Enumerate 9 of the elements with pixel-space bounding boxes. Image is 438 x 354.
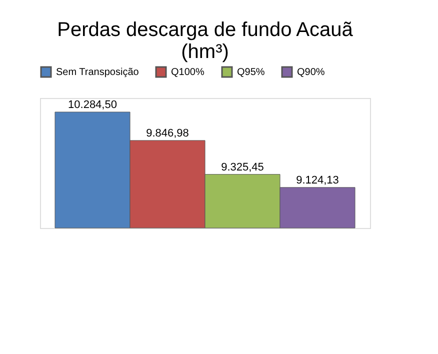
data-label: 9.325,45	[221, 161, 264, 174]
chart-title: Perdas descarga de fundo Acauã (hm³)	[57, 19, 354, 63]
data-label: 9.124,13	[296, 174, 339, 186]
legend-label: Q95%	[237, 67, 265, 78]
data-label: 9.846,98	[146, 127, 189, 140]
data-label: 10.284,50	[68, 99, 117, 112]
legend-label: Sem Transposição	[56, 67, 140, 78]
legend-label: Q100%	[171, 67, 204, 78]
legend-label: Q90%	[297, 67, 325, 78]
